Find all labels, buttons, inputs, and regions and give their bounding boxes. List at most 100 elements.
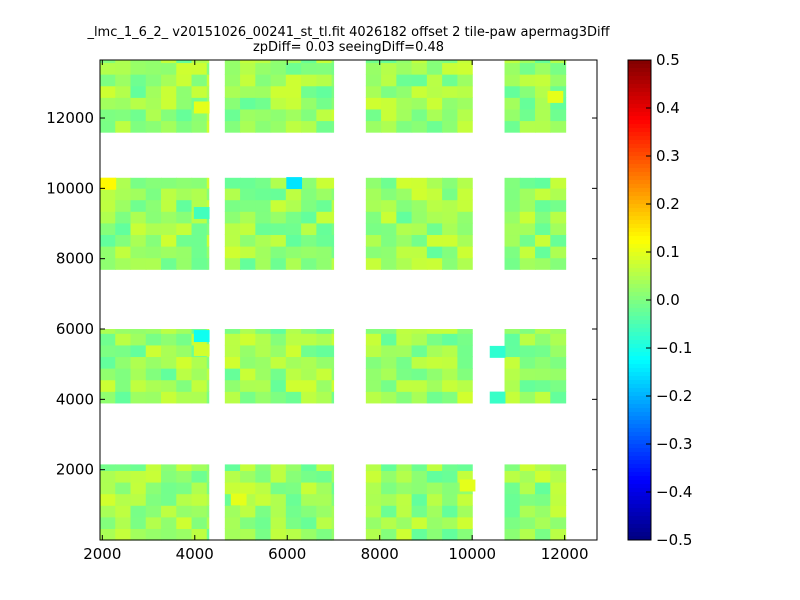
heatmap-cell (396, 85, 413, 98)
heatmap-cell (426, 379, 443, 392)
heatmap-cell (442, 234, 458, 247)
heatmap-cell (396, 344, 413, 358)
heatmap-cell (115, 333, 132, 346)
heatmap-cell (240, 356, 256, 369)
heatmap-cell (442, 97, 458, 110)
heatmap-cell (365, 199, 382, 212)
heatmap-cell (426, 108, 443, 122)
heatmap-cell (130, 188, 147, 201)
heatmap-cell (100, 120, 116, 133)
heatmap-cell (176, 199, 193, 212)
heatmap-cell (255, 516, 272, 529)
heatmap-cell-highlight (193, 330, 210, 343)
heatmap-cell (285, 481, 302, 495)
heatmap-cell (457, 464, 473, 471)
heatmap-cell (396, 97, 413, 110)
heatmap-cell (396, 246, 413, 259)
heatmap-cell (100, 211, 116, 224)
heatmap-cell (411, 528, 428, 541)
heatmap-cell (519, 199, 536, 212)
heatmap-cell (504, 516, 521, 529)
heatmap-cell (381, 516, 397, 529)
heatmap-cell (301, 528, 317, 541)
heatmap-cell (270, 516, 287, 529)
heatmap-cell (331, 85, 335, 98)
heatmap-cell (270, 188, 287, 201)
heatmap-cell (130, 505, 147, 518)
heatmap-cell (535, 516, 551, 529)
heatmap-cell (100, 356, 116, 369)
heatmap-cell (206, 62, 210, 75)
heatmap-cell (161, 257, 177, 270)
heatmap-cell (426, 177, 443, 189)
heatmap-cell (442, 470, 458, 483)
heatmap-cell (550, 356, 567, 369)
heatmap-cell (550, 120, 567, 133)
colorbar-segment (628, 368, 651, 373)
heatmap-cell (426, 344, 443, 358)
heatmap-cell (301, 62, 317, 75)
heatmap-cell (426, 60, 443, 64)
heatmap-cell (519, 516, 536, 529)
colorbar-segment (628, 352, 651, 357)
colorbar-segment (628, 380, 651, 385)
heatmap-cell (316, 188, 333, 201)
heatmap-cell (191, 188, 208, 201)
heatmap-cell (270, 470, 287, 483)
heatmap-cell (270, 234, 287, 247)
heatmap-cell (301, 211, 317, 224)
heatmap-cell (130, 379, 147, 392)
heatmap-cell (191, 464, 208, 471)
heatmap-cell (301, 516, 317, 529)
colorbar-segment (628, 236, 651, 241)
heatmap-cell (331, 60, 335, 64)
heatmap-cell (331, 329, 335, 334)
heatmap-cell (115, 177, 132, 189)
heatmap-cell (255, 234, 272, 247)
colorbar-segment (628, 184, 651, 189)
heatmap-cell (535, 74, 551, 87)
heatmap-cell (224, 379, 241, 392)
heatmap-cell (191, 505, 208, 518)
colorbar-segment (628, 268, 651, 273)
heatmap-cell (301, 344, 317, 358)
colorbar-segment (628, 292, 651, 297)
heatmap-cell (161, 493, 177, 506)
heatmap-cell (145, 329, 162, 334)
chart-title: _lmc_1_6_2_ v20151026_00241_st_tl.fit 40… (87, 25, 610, 40)
colorbar-segment (628, 332, 651, 337)
x-tick-label: 2000 (83, 545, 121, 563)
heatmap-cell (535, 505, 551, 518)
heatmap-cell (316, 177, 333, 189)
heatmap-cell (519, 211, 536, 224)
heatmap-cell (176, 120, 193, 133)
heatmap-cell (224, 391, 241, 404)
heatmap-cell (301, 493, 317, 506)
heatmap-cell (426, 62, 443, 75)
heatmap-cell (224, 108, 241, 122)
heatmap-cell (331, 505, 335, 518)
heatmap-cell (411, 505, 428, 518)
colorbar-segment (628, 388, 651, 393)
x-axis: 2000 4000 6000 8000 10000 12000 (83, 60, 588, 563)
heatmap-cell (130, 177, 147, 189)
heatmap-cell (176, 470, 193, 483)
heatmap-cell (270, 505, 287, 518)
colorbar-segment (628, 164, 651, 169)
colorbar-segment (628, 276, 651, 281)
heatmap-cell (396, 493, 413, 506)
heatmap-cell (285, 188, 302, 201)
heatmap-cell (396, 368, 413, 381)
heatmap-cell (381, 246, 397, 259)
heatmap-cell (381, 493, 397, 506)
heatmap-cell (191, 356, 208, 369)
heatmap-cell (535, 379, 551, 392)
heatmap-cell (301, 391, 317, 404)
colorbar-segment (628, 364, 651, 369)
heatmap-cell (457, 329, 473, 334)
heatmap-cell (270, 177, 287, 189)
heatmap-cell (519, 120, 536, 133)
heatmap-cell (115, 246, 132, 259)
heatmap-cell (285, 257, 302, 270)
